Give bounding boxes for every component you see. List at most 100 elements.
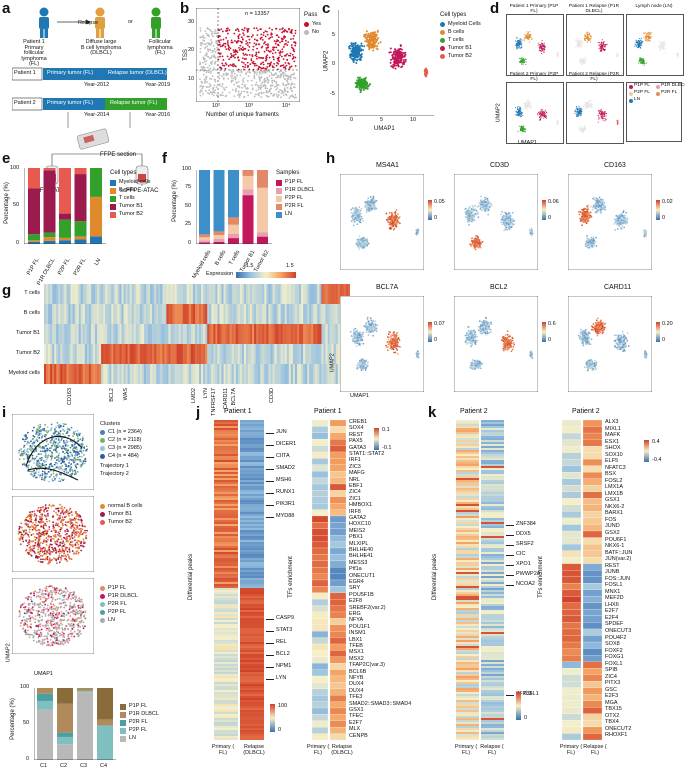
tf-label: MIXL1 (605, 425, 621, 432)
tf-label: ONECUT3 (605, 627, 632, 634)
figure-fl (151, 7, 161, 38)
c-ylabel: UMAP2 (323, 50, 330, 72)
i-legend-swatch (100, 512, 105, 517)
f-ytick-100: 100 (182, 166, 192, 172)
gene-tick (266, 679, 274, 680)
tf-label: BSX (605, 471, 617, 478)
c-legend-item: Tumor B1 (448, 45, 472, 51)
f-ytick-0: 0 (188, 240, 192, 246)
f-bar-segment (228, 233, 239, 239)
g-gene-label: WAS (123, 388, 129, 401)
f-bar-segment (228, 170, 239, 218)
c-legend-item: T cells (448, 37, 464, 43)
g-row-label: Tumor B2 (16, 350, 40, 356)
tf-label: ALX3 (605, 419, 619, 425)
tf-label: NFATC3 (605, 464, 626, 471)
g-scale-max: 1.5 (286, 263, 294, 269)
a-p1-relapse: Relapse tumor (DLBCL) (108, 70, 167, 76)
tf-label: NFYB (349, 675, 364, 681)
d-legend-item: LN (634, 97, 641, 102)
gene-label: MSH6 (276, 477, 292, 483)
i-legend-swatch (100, 520, 105, 525)
b-legend-no-swatch (304, 30, 309, 35)
c-xtick-2: 5 (380, 117, 384, 123)
i-bar-segment (57, 744, 73, 760)
tf-label: MEF2D (605, 595, 624, 602)
i-legend-item: P2R FL (108, 601, 127, 607)
f-legend-item: P2R FL (285, 203, 304, 209)
a-relapse-label: Relapse (78, 20, 99, 26)
c-xlabel: UMAP1 (374, 126, 395, 132)
i-bar-segment (37, 688, 53, 694)
panel-label-i: i (2, 404, 7, 421)
tf-label: POU5F1B (349, 591, 374, 598)
g-gene-label: LMO2 (191, 388, 197, 403)
e-bar-segment (43, 170, 56, 233)
k-title: Patient 2 (460, 408, 488, 415)
gene-label: REL (276, 639, 287, 645)
i-legend-swatch (100, 504, 105, 509)
f-legend-swatch (276, 204, 282, 210)
figure-dlbcl (95, 7, 105, 38)
i-bar-legend-item: LN (129, 735, 137, 741)
e-ytick-50: 50 (13, 202, 20, 208)
h-scale-min: 0 (434, 215, 438, 221)
e-ylabel: Percentage (%) (3, 182, 10, 224)
b-legend-no: No (312, 29, 320, 35)
d-legend-item: P2P FL (634, 90, 650, 95)
d-legend-swatch (629, 85, 633, 89)
i-legend-swatch (100, 438, 105, 443)
j-ylabel: Differential peaks (188, 553, 195, 601)
i-bar-xlabel: C3 (80, 763, 88, 769)
i-traj2: Trajectory 2 (100, 471, 129, 477)
h-scale-max: 0.07 (434, 321, 445, 327)
a-p2-relapse: Relapse tumor (FL) (110, 100, 158, 106)
b-xlabel: Number of unique framents (206, 112, 279, 118)
panel-label-k: k (428, 404, 437, 421)
d-legend-swatch (656, 92, 660, 96)
d-legend-item: P1R DLBCL (661, 83, 685, 88)
tf-label: PITX3 (605, 680, 621, 687)
f-bar-segment (199, 240, 210, 243)
tf-label: JUNB (605, 569, 620, 576)
i-ylabel: UMAP2 (5, 643, 12, 663)
gene-label: ZFP36L1 (516, 691, 539, 697)
j-scale1-min: 0 (278, 727, 282, 733)
gene-label: SMAD2 (276, 465, 295, 471)
b-xtick-1: 10² (212, 103, 220, 109)
a-patient2-label: Patient 2 (14, 100, 36, 106)
tf-label: BCL6B (349, 668, 367, 675)
k-ylabel: Differential peaks (432, 553, 439, 601)
gene-tick (266, 493, 274, 494)
f-legend-item: P1R DLBCL (285, 187, 315, 193)
tf-label: FOSL1 (605, 582, 623, 589)
tf-label: CENPB (349, 732, 368, 739)
d-panel-title: Lymph node (LN) (635, 4, 673, 9)
c-umap (338, 10, 434, 116)
e-legend-swatch (110, 204, 116, 210)
k-x3: Primary ( FL) (559, 744, 583, 756)
i-legend-swatch (100, 602, 105, 607)
i-bar-legend-item: P2R FL (129, 719, 148, 725)
h-feature-grid: MS4A1 0.05 0 CD3D 0.06 0 CD163 0.02 0 BCL7A 0.07 0 B… (330, 160, 684, 400)
gene-label: BCL2 (276, 651, 290, 657)
gene-label: DICER1 (276, 441, 297, 447)
e-bar-segment (90, 236, 102, 244)
e-bar-segment (59, 168, 71, 214)
a-ffpe-label: FFPE section (100, 152, 137, 158)
f-bar-segment (257, 236, 268, 244)
k-x2: Relapse ( FL) (480, 744, 504, 756)
h-scale-min: 0 (662, 215, 666, 221)
j-scale2-min: -0.1 (382, 445, 392, 451)
a-or-label: or (128, 19, 133, 25)
i-bar-legend-item: P1P FL (129, 703, 148, 709)
e-bar-segment (90, 168, 102, 197)
b-legend-title: Pass (304, 12, 318, 18)
k-scale2-min: -0.4 (652, 457, 662, 463)
d-legend-swatch (656, 85, 660, 89)
g-scale-min: -1.5 (244, 263, 254, 269)
i-bar-legend-swatch (120, 728, 126, 734)
tf-label: GSC (605, 686, 617, 693)
i-bar-ylabel: Percentage (%) (9, 698, 16, 740)
j-colorbar2 (374, 428, 379, 450)
